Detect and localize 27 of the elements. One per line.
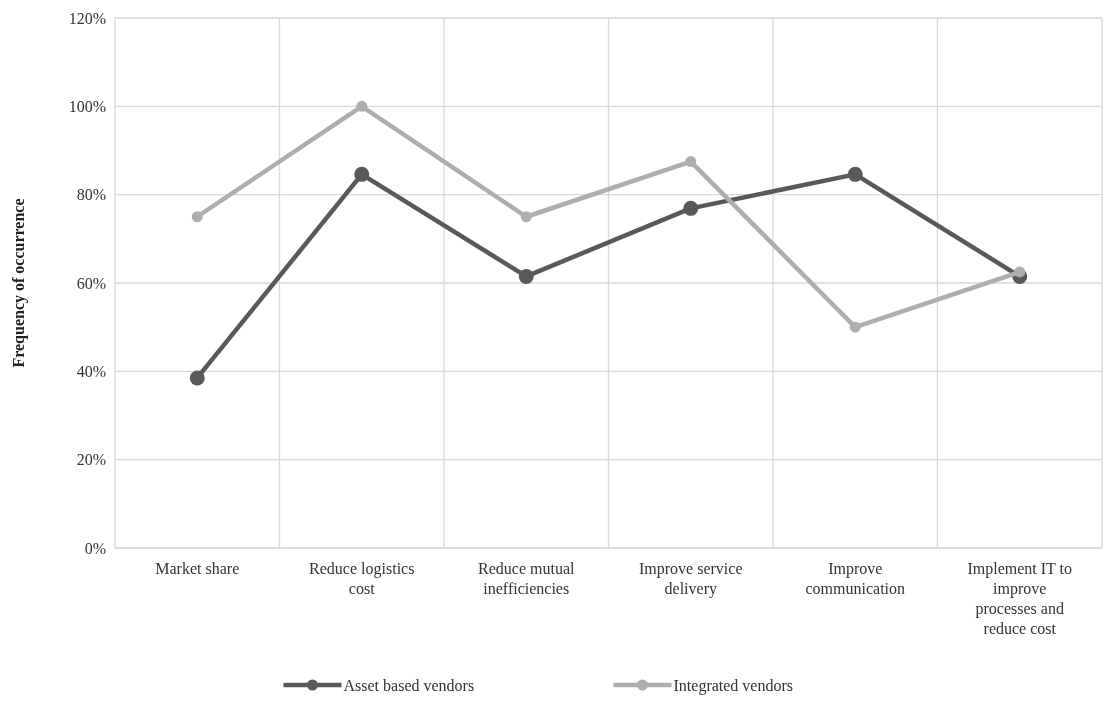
y-tick-label: 40% <box>76 362 106 380</box>
y-tick-label: 120% <box>68 9 106 27</box>
point <box>520 211 532 223</box>
point <box>356 100 368 112</box>
y-tick-label: 60% <box>76 274 106 292</box>
y-tick-label: 0% <box>84 539 106 557</box>
y-tick-label: 100% <box>68 97 106 115</box>
point <box>849 321 861 333</box>
x-tick-label: Market share <box>155 560 240 577</box>
legend-label: Asset based vendors <box>343 676 475 694</box>
point <box>354 166 370 182</box>
x-tick-label: Improve communication <box>805 560 906 597</box>
y-tick-label: 20% <box>76 451 106 469</box>
point <box>683 200 699 216</box>
legend-label: Integrated vendors <box>673 676 794 695</box>
x-tick-label: Improve service delivery <box>638 560 743 598</box>
y-tick-label: 80% <box>76 186 106 204</box>
x-tick-label: Reduce logistics cost <box>309 560 415 597</box>
point <box>518 268 534 284</box>
point <box>685 156 697 168</box>
point <box>191 211 203 223</box>
y-axis-title: Frequency of occurrence <box>10 198 28 368</box>
x-tick-label: Reduce mutual inefficiencies <box>478 560 576 597</box>
point <box>189 370 205 386</box>
x-tick-label: Implement IT to improve processes and reduce cost <box>967 560 1073 637</box>
point <box>847 166 863 182</box>
point <box>1014 266 1026 278</box>
